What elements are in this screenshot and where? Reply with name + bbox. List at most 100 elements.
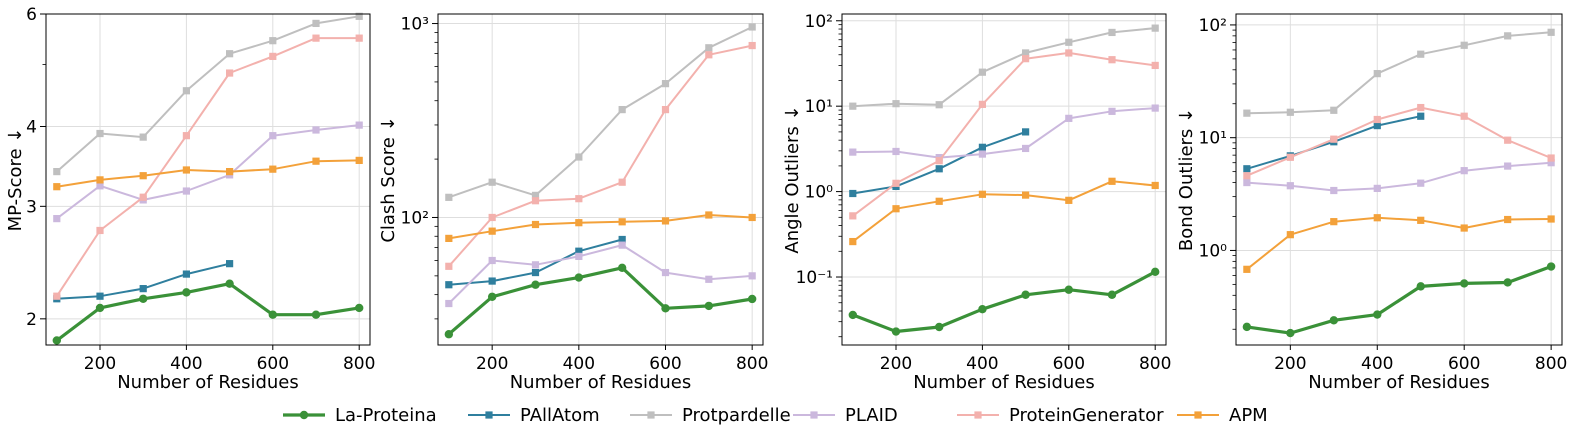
data-point (182, 187, 190, 195)
series-line (852, 270, 1156, 334)
data-point (1022, 144, 1030, 153)
data-point (488, 213, 496, 222)
data-point (704, 301, 714, 311)
data-point (1065, 196, 1073, 204)
data-point (1151, 24, 1159, 32)
data-point (1373, 184, 1381, 192)
series-line (852, 51, 1156, 217)
data-point (226, 167, 234, 176)
data-point (1417, 103, 1425, 112)
data-point (182, 166, 190, 174)
data-point (1330, 135, 1338, 143)
y-tick-label: 4 (26, 118, 37, 138)
data-point (269, 37, 277, 45)
series-la-proteina (1242, 262, 1556, 338)
data-point (226, 69, 234, 77)
chart-panel-4: 200 400 600 800 10⁰ 10¹ 10² Number of Residues B… (1176, 13, 1567, 393)
data-point (1417, 112, 1425, 120)
data-point (618, 178, 626, 186)
data-point (311, 310, 321, 319)
series-la-proteina (52, 279, 364, 345)
y-tick-label: 10⁰ (805, 183, 834, 203)
data-point (748, 23, 756, 31)
y-tick-label: 6 (26, 5, 37, 25)
data-point (53, 167, 61, 176)
data-point (935, 157, 943, 165)
plot-frame (841, 13, 1167, 346)
series-protpardelle (445, 23, 756, 201)
x-tick-label: 400 (966, 354, 998, 374)
data-point (1108, 28, 1116, 37)
x-tick-label: 400 (170, 354, 202, 374)
data-point (95, 303, 105, 313)
series-apm (849, 177, 1159, 246)
data-point (226, 50, 234, 58)
y-tick-label: 10¹ (805, 97, 833, 117)
data-point (96, 176, 104, 184)
data-point (1504, 162, 1512, 170)
y-axis-label: MP-Score ↓ (5, 128, 26, 232)
legend-marker (647, 411, 655, 419)
data-point (1460, 112, 1468, 120)
data-point (1503, 278, 1512, 287)
x-tick-label: 200 (880, 354, 912, 374)
data-point (1064, 285, 1074, 294)
x-tick-label: 600 (257, 354, 289, 374)
data-point (1243, 178, 1251, 187)
data-point (139, 193, 147, 201)
x-tick-label: 600 (649, 354, 681, 374)
data-point (1286, 182, 1294, 190)
series-plaid (1243, 159, 1555, 195)
x-tick-label: 200 (1274, 354, 1306, 374)
series-apm (1243, 214, 1555, 273)
x-tick-label: 200 (476, 354, 508, 374)
series-proteingenerator (445, 41, 756, 270)
data-point (574, 273, 584, 282)
data-point (618, 218, 626, 226)
data-point (52, 336, 61, 345)
legend-label: ProteinGenerator (1009, 405, 1164, 426)
data-point (1243, 172, 1251, 180)
data-point (935, 101, 943, 109)
x-axis-label: Number of Residues (1308, 372, 1490, 393)
data-point (849, 102, 857, 110)
data-point (892, 100, 900, 108)
series-line (448, 26, 753, 199)
legend-marker (485, 411, 493, 419)
data-point (531, 220, 540, 229)
data-point (1547, 154, 1555, 162)
data-point (531, 280, 540, 289)
data-point (139, 172, 147, 180)
data-point (748, 272, 756, 280)
data-point (445, 193, 453, 201)
data-point (935, 165, 943, 173)
legend-marker (974, 411, 982, 419)
data-point (661, 80, 670, 88)
series-protpardelle (849, 24, 1159, 110)
y-tick-label: 10¹ (1199, 129, 1227, 149)
legend-item-la-proteina: La-Proteina (283, 405, 437, 426)
data-point (1417, 50, 1425, 58)
series-line (448, 244, 753, 305)
series-la-proteina (444, 263, 757, 339)
data-point (1417, 179, 1425, 187)
data-point (225, 279, 234, 288)
data-point (182, 132, 190, 140)
data-point (1547, 215, 1555, 223)
data-point (488, 227, 496, 235)
series-line (1246, 264, 1552, 335)
data-point (1547, 159, 1555, 167)
data-point (1330, 218, 1338, 226)
y-tick-label: 10² (1199, 16, 1227, 36)
x-tick-label: 800 (736, 354, 768, 374)
data-point (892, 205, 900, 213)
chart-panel-1: 200 400 600 800 2 3 4 6 Number of Residues MP-Sco… (5, 5, 375, 393)
chart-panel-3: 200 400 600 800 10⁻¹ 10⁰ 10¹ 10² Number of Resid… (782, 12, 1171, 393)
plot-frame (1235, 13, 1563, 346)
data-point (1330, 106, 1338, 114)
data-point (1021, 290, 1030, 299)
y-tick-label: 10² (401, 208, 429, 228)
data-point (617, 263, 627, 273)
data-point (139, 294, 148, 303)
